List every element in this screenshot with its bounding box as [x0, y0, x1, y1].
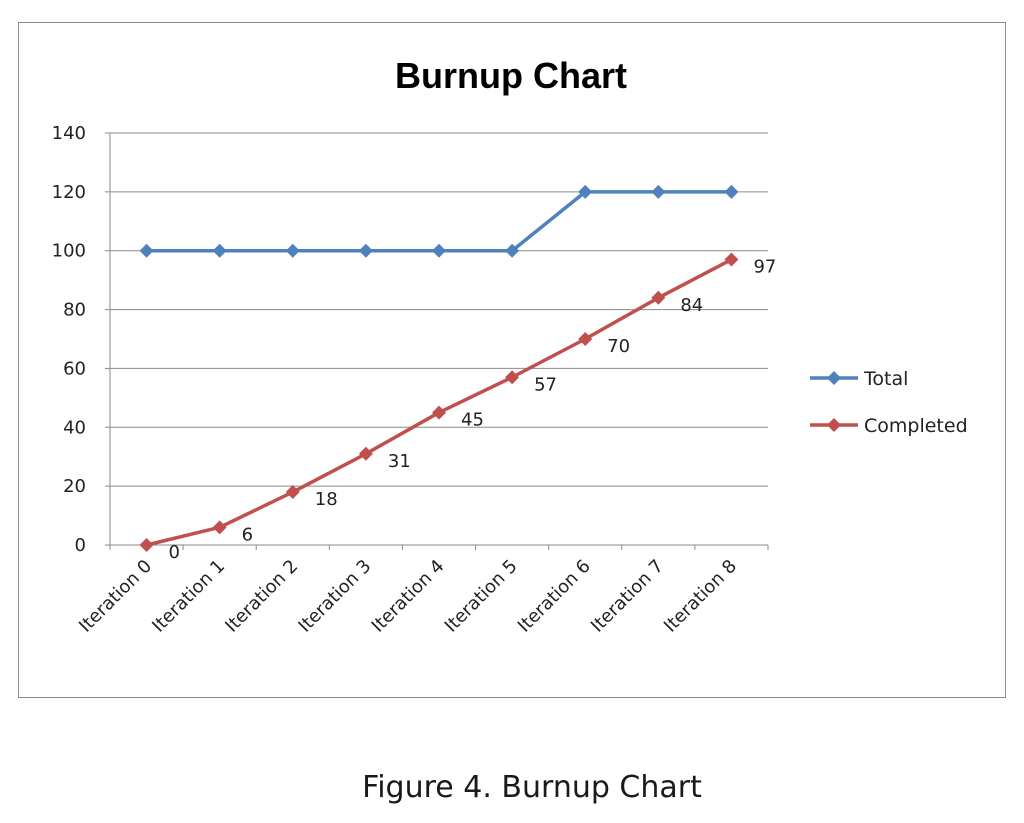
chart-frame: [18, 22, 1006, 698]
data-label: 97: [753, 257, 776, 278]
data-point-total: [578, 184, 593, 199]
y-tick-label: 20: [63, 476, 86, 497]
legend-marker: [827, 371, 841, 385]
data-point-completed: [285, 485, 300, 500]
gridlines: [110, 132, 768, 546]
data-label: 45: [461, 410, 484, 431]
data-point-completed: [212, 520, 227, 535]
data-point-completed: [505, 370, 520, 385]
data-point-total: [724, 184, 739, 199]
y-tick-label: 100: [52, 241, 86, 262]
data-point-total: [285, 243, 300, 258]
data-point-completed: [432, 405, 446, 420]
y-tick-label: 80: [63, 300, 86, 321]
data-point-total: [212, 243, 227, 258]
legend-label: Total: [863, 368, 908, 390]
chart-title: Burnup Chart: [395, 55, 627, 96]
x-tick-label: Iteration 7: [587, 556, 668, 637]
x-tick-label: Iteration 6: [514, 556, 595, 637]
y-tick-label: 120: [52, 182, 86, 203]
data-label: 6: [242, 524, 253, 545]
data-point-total: [651, 184, 666, 199]
data-label: 84: [680, 295, 703, 316]
data-label: 70: [607, 336, 630, 357]
series-line-total: [146, 190, 732, 253]
x-tick-label: Iteration 0: [75, 556, 156, 637]
data-point-total: [432, 243, 446, 258]
data-point-completed: [139, 538, 154, 552]
legend-marker: [827, 418, 841, 432]
data-point-total: [358, 243, 373, 258]
data-label: 31: [388, 451, 411, 472]
x-tick-label: Iteration 4: [368, 556, 449, 637]
x-tick-label: Iteration 1: [148, 556, 229, 637]
data-labels: 0 6 18 31 45 57 70 84 97: [169, 257, 777, 563]
data-label: 0: [169, 542, 180, 563]
data-label: 57: [534, 374, 557, 395]
x-tick-label: Iteration 5: [441, 556, 522, 637]
data-point-completed: [724, 252, 739, 267]
figure-caption: Figure 4. Burnup Chart: [362, 770, 702, 805]
data-point-total: [505, 243, 520, 258]
series-layer: [139, 184, 739, 552]
x-tick-label: Iteration 8: [660, 556, 741, 637]
legend: Total Completed: [810, 368, 968, 437]
y-tick-label: 60: [63, 358, 86, 379]
data-label: 18: [315, 489, 338, 510]
data-point-completed: [578, 332, 593, 346]
data-point-completed: [651, 290, 666, 305]
x-tick-label: Iteration 3: [294, 556, 375, 637]
x-tick-label: Iteration 2: [221, 556, 302, 637]
y-tick-label: 0: [75, 535, 86, 556]
legend-label: Completed: [864, 415, 968, 437]
y-tick-label: 40: [63, 417, 86, 438]
data-point-total: [139, 243, 154, 258]
series-line-completed: [146, 257, 733, 547]
data-point-completed: [358, 446, 373, 461]
y-tick-label: 140: [52, 123, 86, 144]
